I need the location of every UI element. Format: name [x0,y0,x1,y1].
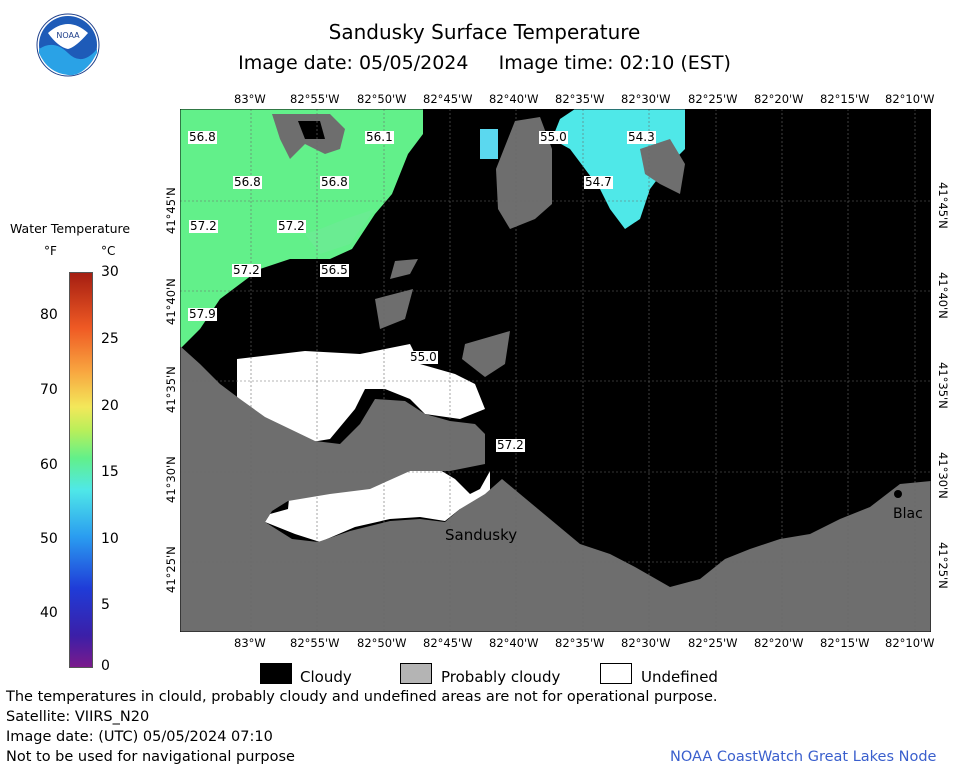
lon-label-top: 82°50'W [357,92,407,106]
lon-label-bottom: 82°50'W [357,636,407,650]
legend-swatch-undefined [600,663,632,684]
scale-tick-c: 25 [101,331,119,347]
scale-tick-f: 40 [40,605,58,621]
lon-label-top: 82°35'W [555,92,605,106]
lon-label-bottom: 82°10'W [885,636,935,650]
footer-note: The temperatures in clould, probably clo… [6,689,718,705]
temperature-label: 57.2 [496,438,525,452]
scale-tick-f: 60 [40,457,58,473]
lon-label-top: 82°55'W [290,92,340,106]
temperature-label: 54.7 [584,175,613,189]
temperature-label: 56.8 [188,130,217,144]
lat-label-right: 41°25'N [936,542,950,589]
lat-label-left: 41°40'N [164,278,178,325]
lat-label-right: 41°45'N [936,182,950,229]
lon-label-bottom: 82°25'W [688,636,738,650]
lon-label-top: 82°40'W [489,92,539,106]
lon-label-top: 82°20'W [754,92,804,106]
lon-label-top: 82°10'W [885,92,935,106]
temperature-label: 56.1 [365,130,394,144]
image-date-time: Image date: 05/05/2024 Image time: 02:10… [238,52,731,74]
lon-label-bottom: 82°40'W [489,636,539,650]
city-marker [894,490,902,498]
scale-unit-c: °C [101,244,116,258]
legend-swatch-cloudy [260,663,292,684]
undefined-area [237,344,485,444]
scale-tick-f: 80 [40,307,58,323]
legend-swatch-probably-cloudy [400,663,432,684]
lon-label-top: 82°15'W [820,92,870,106]
noaa-logo: NOAA [36,13,100,77]
lat-label-right: 41°40'N [936,272,950,319]
lon-label-bottom: 82°30'W [621,636,671,650]
scale-unit-f: °F [44,244,57,258]
temperature-label: 57.2 [277,219,306,233]
lon-label-bottom: 82°20'W [754,636,804,650]
temperature-label: 56.8 [233,175,262,189]
lat-label-left: 41°30'N [164,456,178,503]
lon-label-top: 82°30'W [621,92,671,106]
lon-label-bottom: 82°45'W [423,636,473,650]
scale-tick-f: 70 [40,382,58,398]
lon-label-bottom: 82°15'W [820,636,870,650]
lon-label-bottom: 83°W [234,636,266,650]
footer-navigation-warning: Not to be used for navigational purpose [6,749,295,765]
scale-tick-f: 50 [40,531,58,547]
temperature-map [180,109,931,632]
lat-label-left: 41°35'N [164,366,178,413]
footer-credit: NOAA CoastWatch Great Lakes Node [670,749,937,765]
graticule [180,109,931,632]
temperature-label: 57.2 [232,263,261,277]
scale-tick-c: 0 [101,658,110,674]
lon-label-top: 82°25'W [688,92,738,106]
temperature-label: 57.2 [189,219,218,233]
temperature-colorbar [69,272,93,668]
scale-tick-c: 20 [101,398,119,414]
temperature-label: 56.8 [320,175,349,189]
scale-tick-c: 30 [101,264,119,280]
probably-cloudy-patch [496,117,552,229]
lat-label-left: 41°45'N [164,187,178,234]
scale-tick-c: 10 [101,531,119,547]
lat-label-right: 41°30'N [936,452,950,499]
footer-image-date: Image date: (UTC) 05/05/2024 07:10 [6,729,273,745]
temperature-label: 57.9 [188,307,217,321]
temperature-label: 55.0 [409,350,438,364]
svg-text:NOAA: NOAA [56,31,80,40]
temperature-label: 56.5 [320,263,349,277]
legend-label-probably-cloudy: Probably cloudy [441,668,561,686]
scale-tick-c: 15 [101,464,119,480]
lon-label-bottom: 82°35'W [555,636,605,650]
footer-satellite: Satellite: VIIRS_N20 [6,709,150,725]
lon-label-top: 82°45'W [423,92,473,106]
scale-tick-c: 5 [101,597,110,613]
place-label-sandusky: Sandusky [445,526,518,544]
legend-label-undefined: Undefined [641,668,718,686]
temperature-label: 54.3 [627,130,656,144]
lon-label-top: 83°W [234,92,266,106]
lat-label-left: 41°25'N [164,546,178,593]
lat-label-right: 41°35'N [936,362,950,409]
scale-title: Water Temperature [10,221,131,236]
place-label-black-river: Blac [893,506,923,522]
land-area [180,346,931,632]
page-title: Sandusky Surface Temperature [328,20,641,44]
legend-label-cloudy: Cloudy [300,668,352,686]
lon-label-bottom: 82°55'W [290,636,340,650]
temperature-label: 55.0 [539,130,568,144]
